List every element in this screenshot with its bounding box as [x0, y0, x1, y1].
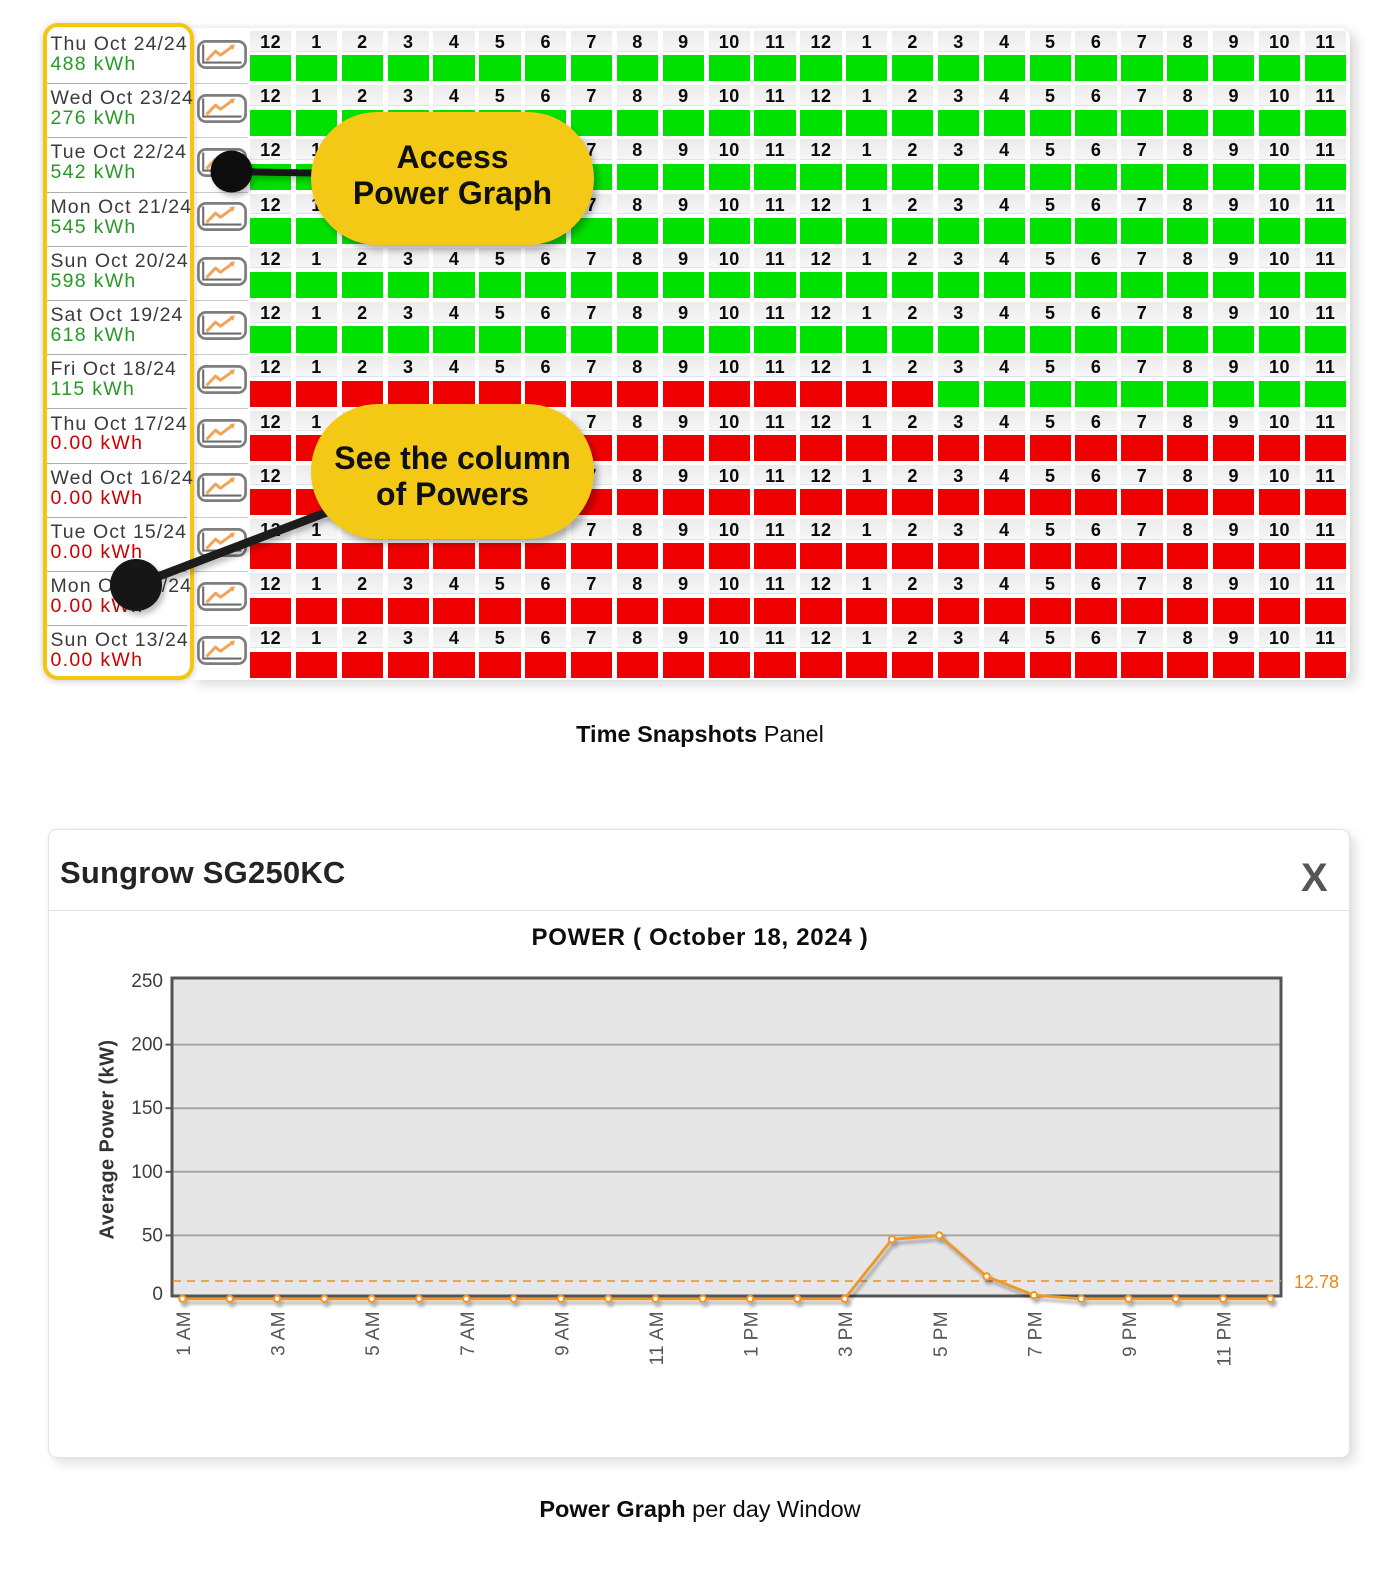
svg-text:150: 150: [131, 1098, 163, 1119]
svg-text:50: 50: [142, 1225, 163, 1246]
svg-text:11 AM: 11 AM: [647, 1311, 668, 1365]
svg-text:9 PM: 9 PM: [1120, 1311, 1141, 1357]
svg-text:7 PM: 7 PM: [1025, 1311, 1046, 1357]
svg-text:11 PM: 11 PM: [1215, 1311, 1236, 1367]
svg-text:5 PM: 5 PM: [931, 1311, 952, 1357]
svg-text:Average Power (kW): Average Power (kW): [97, 1040, 119, 1240]
svg-text:3 PM: 3 PM: [836, 1311, 857, 1357]
svg-text:1 AM: 1 AM: [174, 1311, 195, 1356]
svg-text:5 AM: 5 AM: [363, 1311, 384, 1356]
svg-text:100: 100: [131, 1162, 163, 1183]
svg-text:7 AM: 7 AM: [458, 1311, 479, 1356]
svg-text:250: 250: [131, 971, 163, 992]
svg-text:1 PM: 1 PM: [742, 1311, 763, 1357]
svg-text:3 AM: 3 AM: [269, 1311, 290, 1356]
svg-text:200: 200: [131, 1035, 163, 1056]
svg-text:9 AM: 9 AM: [552, 1311, 573, 1356]
svg-text:0: 0: [152, 1284, 163, 1305]
svg-text:12.78: 12.78: [1294, 1272, 1339, 1292]
